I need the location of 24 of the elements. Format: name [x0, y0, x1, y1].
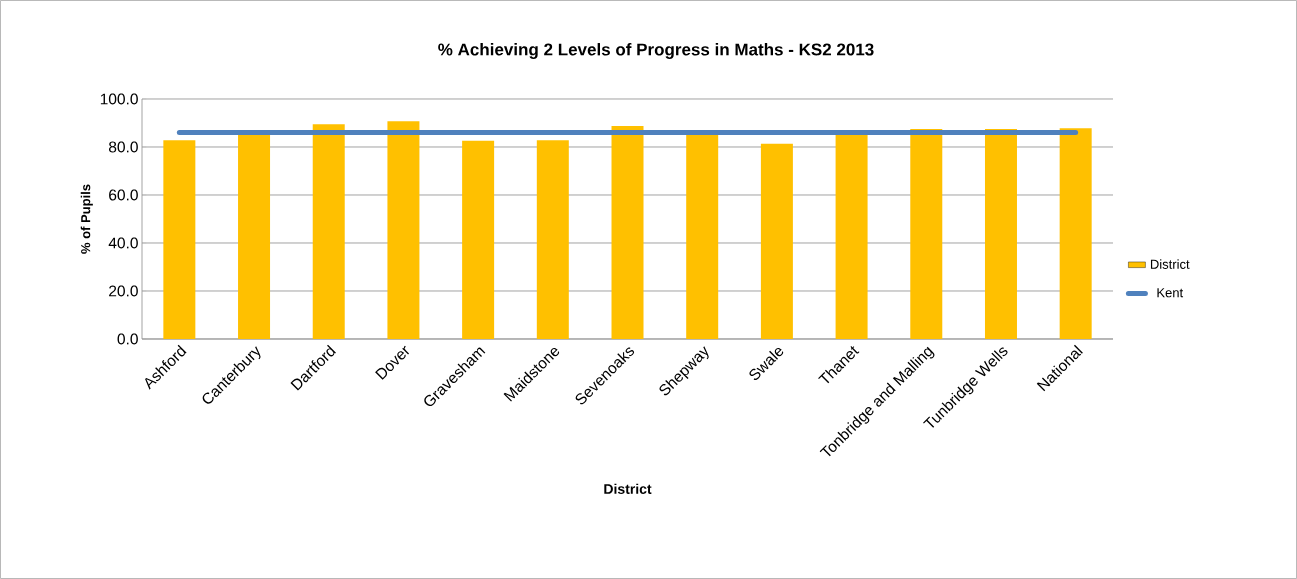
x-axis-title: District — [604, 483, 652, 494]
bar — [984, 129, 1017, 339]
bar — [238, 133, 271, 339]
y-tick-label: 80.0 — [108, 141, 138, 153]
y-axis-title: % of Pupils — [80, 184, 93, 254]
y-tick-label: 60.0 — [109, 189, 138, 201]
legend-label: Kent — [1157, 288, 1184, 298]
y-tick-label: 40.0 — [108, 237, 138, 249]
bar — [611, 126, 644, 339]
bar — [312, 124, 345, 339]
y-tick-label: 100.0 — [100, 93, 138, 105]
bar — [760, 143, 793, 339]
bar — [462, 140, 495, 339]
bar — [387, 121, 420, 339]
y-tick-label: 20.0 — [109, 285, 138, 297]
y-tick-label: 0.0 — [117, 333, 138, 345]
bar — [536, 140, 569, 339]
bar — [163, 140, 196, 339]
bar — [686, 133, 719, 339]
bar — [910, 129, 943, 339]
bar — [835, 133, 868, 339]
chart-title: % Achieving 2 Levels of Progress in Maths - KS2 2013 — [438, 43, 874, 59]
legend-label: District — [1150, 259, 1190, 269]
bar — [1059, 128, 1092, 339]
